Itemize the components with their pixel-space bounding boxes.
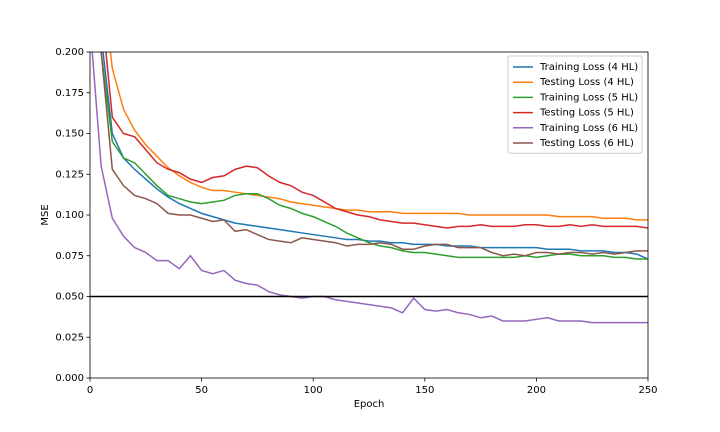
y-tick-label: 0.125: [55, 169, 84, 180]
data-line: [109, 52, 648, 221]
legend-label: Training Loss (6 HL): [539, 123, 638, 134]
y-tick-label: 0.175: [55, 88, 84, 99]
y-axis-label: MSE: [40, 204, 51, 225]
y-tick-label: 0.100: [55, 210, 84, 221]
x-tick-label: 150: [415, 385, 434, 396]
data-line: [105, 52, 648, 229]
legend-label: Training Loss (4 HL): [539, 62, 638, 73]
data-line: [100, 52, 648, 260]
x-tick-label: 0: [87, 385, 93, 396]
legend-label: Testing Loss (5 HL): [539, 108, 634, 119]
legend-label: Testing Loss (4 HL): [539, 77, 634, 88]
y-tick-label: 0.075: [55, 251, 84, 262]
axes-frame: [89, 51, 649, 379]
data-line: [100, 52, 648, 257]
x-tick-label: 100: [304, 385, 323, 396]
data-line: [91, 52, 648, 324]
data-line: [102, 52, 648, 260]
y-tick-label: 0.025: [55, 332, 84, 343]
y-tick-label: 0.200: [55, 47, 84, 58]
y-tick-label: 0.150: [55, 129, 84, 140]
legend-label: Training Loss (5 HL): [539, 92, 638, 103]
legend-box: [507, 55, 643, 154]
x-axis-label: Epoch: [354, 399, 385, 410]
x-tick-label: 200: [527, 385, 546, 396]
y-tick-label: 0.000: [55, 373, 84, 384]
x-tick-label: 250: [638, 385, 657, 396]
legend-label: Testing Loss (6 HL): [539, 138, 634, 149]
x-tick-label: 50: [195, 385, 208, 396]
plot-area: [91, 52, 648, 324]
y-tick-label: 0.050: [55, 292, 84, 303]
